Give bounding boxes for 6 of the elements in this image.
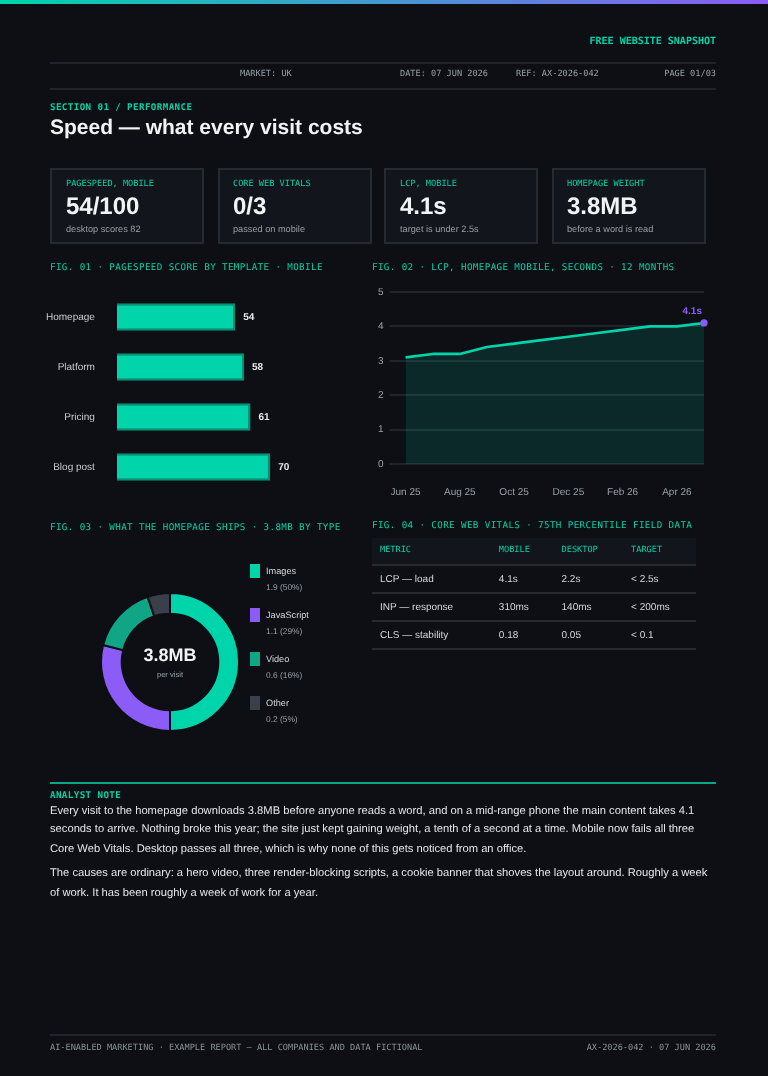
text: 3.8MB (567, 192, 638, 220)
text: 0/3 (233, 192, 267, 220)
text: 4.1s (400, 192, 447, 220)
text: 3.8MB (143, 644, 198, 665)
text: 54/100 (66, 192, 140, 220)
text: Speed — what every visit costs (50, 116, 363, 140)
